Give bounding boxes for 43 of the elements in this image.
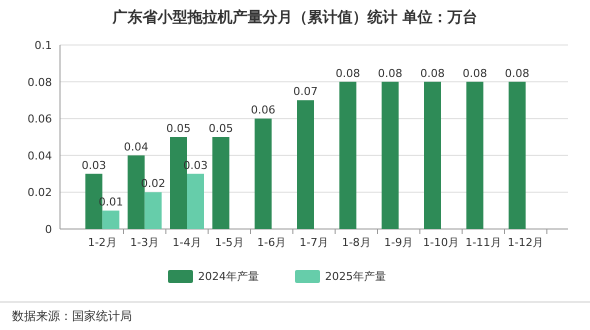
data-label: 0.04 <box>124 140 148 154</box>
data-label: 0.05 <box>208 122 234 135</box>
x-tick-label: 1-6月 <box>257 236 286 249</box>
x-tick-label: 1-12月 <box>508 236 544 249</box>
bar <box>144 192 162 229</box>
bar <box>187 174 204 229</box>
chart-title: 广东省小型拖拉机产量分月（累计值）统计 单位：万台 <box>111 8 478 26</box>
bar <box>102 210 120 229</box>
data-label: 0.08 <box>504 66 530 80</box>
data-label: 0.08 <box>378 66 402 80</box>
bar <box>254 118 272 229</box>
data-label: 0.03 <box>82 158 106 172</box>
y-tick-label: 0.06 <box>28 112 52 126</box>
x-tick-label: 1-9月 <box>384 236 414 249</box>
y-tick-label: 0.1 <box>34 39 52 52</box>
x-tick-label: 1-8月 <box>342 236 371 249</box>
y-tick-label: 0 <box>45 223 52 236</box>
legend-label: 2025年产量 <box>325 270 386 283</box>
bar <box>212 137 230 229</box>
data-label: 0.06 <box>250 104 276 117</box>
data-label: 0.08 <box>462 66 488 80</box>
bar <box>382 82 399 229</box>
x-tick-label: 1-2月 <box>88 236 117 249</box>
bar <box>508 82 526 229</box>
x-tick-label: 1-4月 <box>172 236 202 249</box>
y-tick-label: 0.02 <box>28 186 52 200</box>
data-label: 0.05 <box>166 122 191 135</box>
bar <box>424 82 441 229</box>
x-tick-label: 1-7月 <box>300 236 328 249</box>
x-tick-label: 1-5月 <box>214 236 244 249</box>
x-tick-label: 1-11月 <box>465 236 502 249</box>
bar <box>297 100 314 229</box>
y-tick-label: 0.04 <box>28 149 52 162</box>
legend-label: 2024年产量 <box>198 270 259 283</box>
data-label: 0.08 <box>420 66 445 80</box>
bar <box>466 82 484 229</box>
x-tick-label: 1-3月 <box>130 236 160 249</box>
data-label: 0.07 <box>293 85 318 98</box>
y-tick-label: 0.08 <box>28 76 52 89</box>
data-label: 0.08 <box>336 66 360 80</box>
source-note: 数据来源：国家统计局 <box>12 309 132 323</box>
bar <box>339 82 356 229</box>
x-tick-label: 1-10月 <box>423 236 459 249</box>
